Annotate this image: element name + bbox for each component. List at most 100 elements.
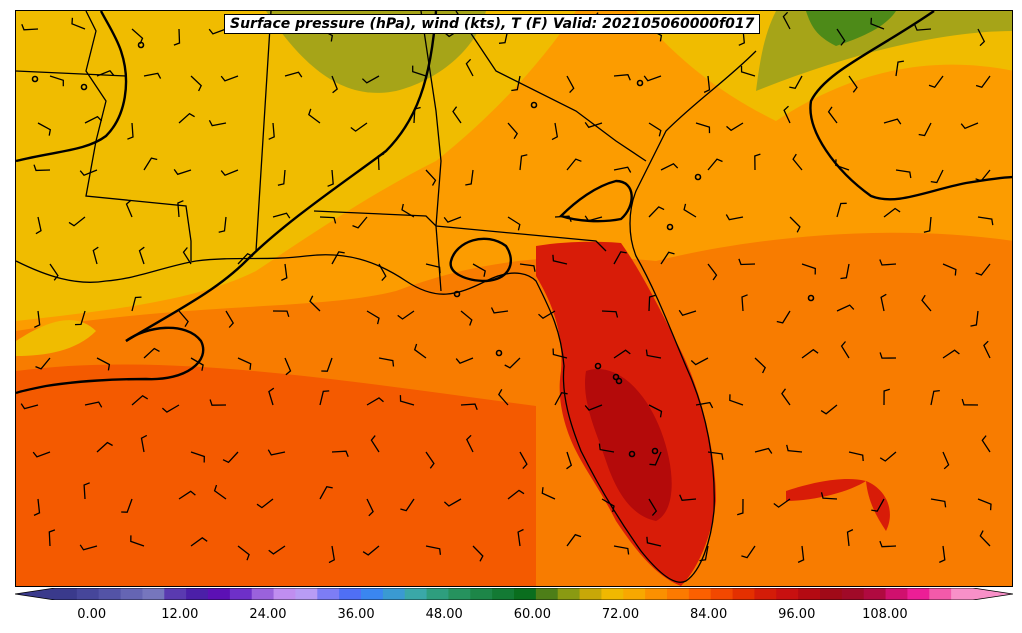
wind-barb	[883, 207, 901, 218]
wind-barb	[268, 122, 275, 140]
colorbar-segment	[623, 588, 646, 600]
calm-wind-marker	[137, 41, 145, 49]
wind-barb	[979, 530, 991, 547]
colorbar-segment	[448, 588, 471, 600]
wind-barb	[272, 310, 290, 317]
wind-barb	[970, 310, 979, 327]
wind-barb	[895, 60, 905, 77]
wind-barb	[83, 482, 90, 500]
wind-barb	[649, 451, 662, 466]
colorbar-segment	[754, 588, 777, 600]
wind-barb	[801, 263, 816, 275]
wind-barb	[566, 533, 582, 547]
wind-barb	[648, 404, 663, 418]
colorbar-extend-high	[973, 588, 1013, 600]
wind-barb	[143, 347, 160, 359]
wind-barb	[566, 158, 582, 171]
temp-field-south	[16, 364, 536, 586]
wind-barb	[879, 352, 897, 359]
wind-barb	[361, 75, 380, 84]
colorbar-segment	[273, 588, 296, 600]
wind-barb	[79, 169, 98, 176]
wind-barb	[754, 357, 766, 374]
colorbar-segment	[688, 588, 712, 600]
map-canvas	[16, 11, 1012, 586]
station-markers	[31, 41, 815, 458]
wind-barb	[895, 169, 912, 179]
colorbar-segment	[251, 588, 275, 600]
wind-barb	[140, 434, 148, 453]
wind-barb	[308, 108, 321, 124]
wind-barb	[879, 540, 897, 548]
wind-barb	[504, 357, 521, 369]
wind-barb	[173, 169, 192, 176]
wind-barb	[737, 498, 744, 516]
wind-barb	[400, 498, 415, 512]
wind-barb	[277, 169, 286, 186]
wind-barb	[178, 310, 189, 328]
colorbar-segment	[339, 588, 362, 600]
wind-barb	[190, 536, 208, 547]
wind-barb	[660, 251, 675, 265]
wind-barb	[362, 545, 380, 556]
wind-barb	[96, 441, 113, 453]
wind-barb	[695, 122, 711, 134]
wind-barb	[840, 263, 850, 280]
wind-barb	[883, 388, 890, 406]
wind-barb	[399, 395, 415, 406]
calm-wind-marker	[495, 349, 503, 357]
wind-barb	[182, 247, 192, 265]
colorbar-tick-label: 108.00	[862, 607, 908, 622]
wind-barb	[143, 72, 162, 79]
colorbar-tick-label: 84.00	[690, 607, 728, 622]
wind-barb	[871, 498, 885, 512]
wind-barb	[738, 258, 756, 266]
colorbar-tick-label: 72.00	[601, 607, 640, 622]
wind-barb	[178, 112, 195, 124]
wind-barb	[455, 357, 474, 364]
wind-barb	[331, 251, 345, 265]
wind-barb	[601, 310, 619, 318]
wind-barb	[914, 24, 932, 31]
wind-barb	[350, 122, 368, 132]
wind-barb	[801, 348, 819, 359]
wind-barb	[601, 498, 615, 513]
wind-barb	[942, 263, 957, 276]
wind-barb	[425, 169, 437, 186]
wind-barb	[648, 498, 658, 516]
colorbar-segment	[426, 588, 449, 600]
temperature-colorbar	[15, 588, 1013, 600]
wind-barb	[443, 498, 462, 507]
wind-barb	[519, 154, 528, 171]
wind-barb	[79, 544, 98, 551]
wind-barb	[820, 492, 838, 500]
wind-barb	[783, 105, 791, 124]
wind-barb	[378, 263, 387, 282]
wind-barb	[237, 545, 250, 561]
colorbar-segment	[208, 588, 231, 600]
wind-barb	[846, 529, 854, 547]
wind-barb	[284, 357, 292, 376]
wind-barb	[35, 357, 51, 370]
wind-barb	[921, 294, 932, 312]
wind-barb	[130, 535, 145, 547]
wind-barb	[754, 447, 773, 454]
wind-barb	[836, 28, 846, 46]
wind-barb	[222, 451, 239, 464]
colorbar-tick-label: 60.00	[513, 607, 551, 622]
wind-barb	[820, 404, 838, 415]
florida-hot-core	[585, 369, 672, 521]
wind-barb	[397, 310, 415, 320]
wind-barb	[552, 254, 568, 265]
wind-barb	[272, 212, 291, 219]
wind-barb	[209, 399, 227, 406]
wind-barb	[178, 490, 196, 500]
wind-barb	[220, 75, 239, 82]
wind-barb	[256, 498, 274, 509]
colorbar-segment	[863, 588, 887, 600]
wind-barb	[465, 169, 474, 186]
colorbar-segment	[732, 588, 755, 600]
wind-barb	[84, 401, 103, 408]
wind-barb	[836, 304, 855, 312]
wind-barb	[425, 263, 441, 274]
